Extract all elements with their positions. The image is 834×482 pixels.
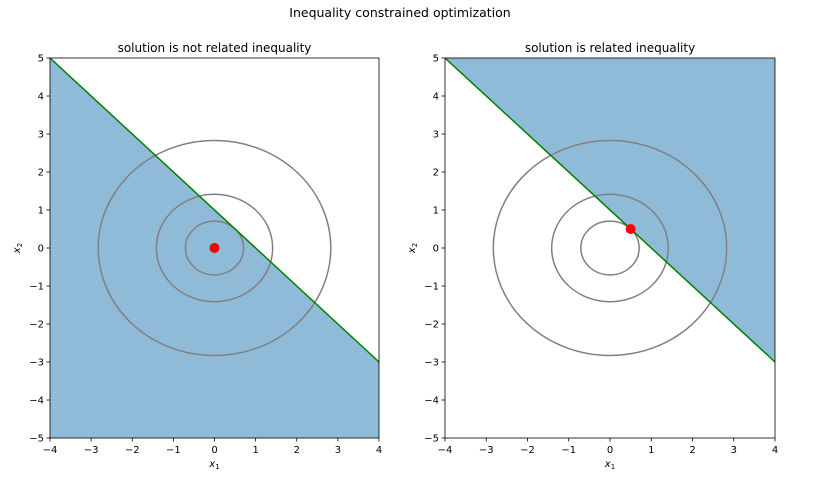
y-tick-label: −4 <box>424 396 439 407</box>
y-tick-label: −3 <box>424 358 439 369</box>
y-axis-label: x2 <box>12 243 24 254</box>
y-tick-label: 4 <box>433 92 439 103</box>
y-tick-label: −4 <box>29 396 44 407</box>
x-tick-label: 4 <box>772 445 778 456</box>
x-tick-label: 2 <box>689 445 695 456</box>
x-tick-label: 3 <box>335 445 341 456</box>
x-axis-label: x1 <box>604 459 615 471</box>
contour-3 <box>492 139 728 357</box>
contour-2 <box>155 193 274 303</box>
x-tick-label: −3 <box>84 445 99 456</box>
plot-area <box>50 58 379 438</box>
y-tick-label: 5 <box>433 54 439 65</box>
subplot-title: solution is not related inequality <box>118 41 312 55</box>
y-tick-label: 4 <box>38 92 44 103</box>
x-tick-label: −3 <box>479 445 494 456</box>
contour-1 <box>580 220 640 276</box>
y-tick-label: −2 <box>424 320 439 331</box>
y-tick-label: 2 <box>433 168 439 179</box>
x-tick-label: 0 <box>211 445 217 456</box>
contour-2 <box>550 193 670 303</box>
contour-3 <box>97 139 332 357</box>
y-tick-label: 0 <box>433 244 439 255</box>
y-tick-label: 1 <box>38 206 44 217</box>
y-tick-label: −1 <box>424 282 439 293</box>
x-tick-label: 4 <box>376 445 382 456</box>
y-tick-label: −1 <box>29 282 44 293</box>
solution-point <box>209 243 220 253</box>
contour-1 <box>184 220 245 276</box>
y-tick-label: 2 <box>38 168 44 179</box>
x-tick-label: 2 <box>294 445 300 456</box>
x-tick-label: 1 <box>252 445 258 456</box>
figure-suptitle: Inequality constrained optimization <box>289 5 510 20</box>
plot-area <box>445 58 775 363</box>
y-tick-label: −3 <box>29 358 44 369</box>
x-tick-label: −1 <box>166 445 181 456</box>
y-tick-label: −2 <box>29 320 44 331</box>
y-tick-label: −5 <box>424 434 439 445</box>
y-tick-label: 0 <box>38 244 44 255</box>
x-tick-label: 0 <box>607 445 613 456</box>
y-tick-label: 3 <box>38 130 44 141</box>
solution-point <box>625 224 636 234</box>
y-tick-label: 1 <box>433 206 439 217</box>
x-axis-label: x1 <box>208 459 219 471</box>
x-tick-label: −2 <box>125 445 140 456</box>
x-tick-label: 1 <box>648 445 654 456</box>
y-tick-label: 3 <box>433 130 439 141</box>
x-tick-label: −4 <box>438 445 453 456</box>
constraint-line <box>445 58 775 363</box>
y-tick-label: 5 <box>38 54 44 65</box>
subplot-title: solution is related inequality <box>525 41 695 55</box>
constraint-line <box>50 58 379 363</box>
x-tick-label: −1 <box>561 445 576 456</box>
y-axis-label: x2 <box>407 243 419 254</box>
y-tick-label: −5 <box>29 434 44 445</box>
x-tick-label: −2 <box>520 445 535 456</box>
x-tick-label: 3 <box>731 445 737 456</box>
x-tick-label: −4 <box>43 445 58 456</box>
